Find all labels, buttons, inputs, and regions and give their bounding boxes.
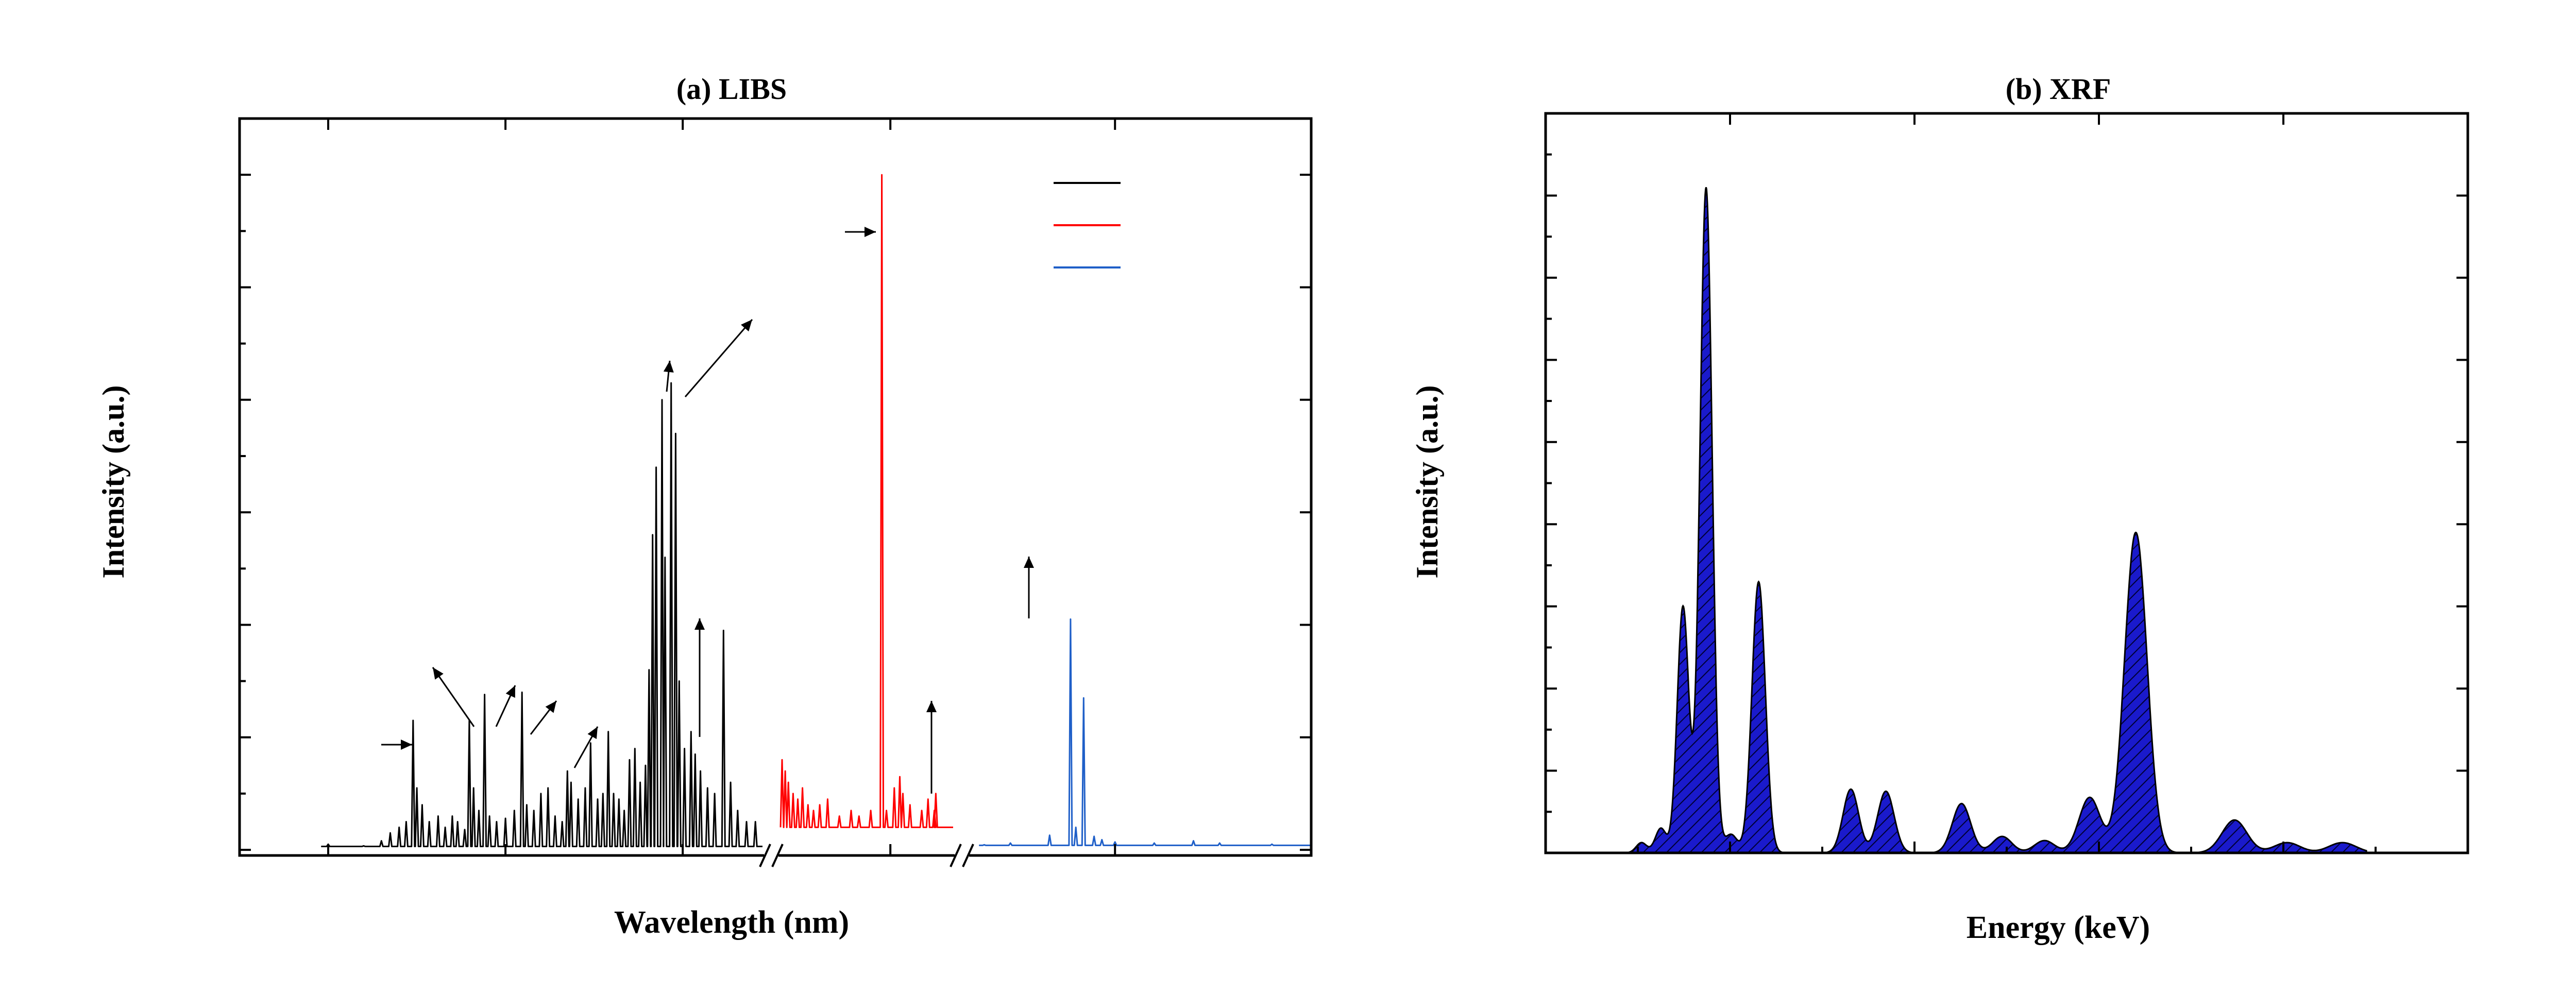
libs-annotations: [381, 227, 1034, 794]
libs-annotation-arrow: [432, 667, 475, 727]
libs-annotation-arrowhead: [741, 320, 752, 332]
libs-y-label: Intensity (a.u.): [96, 385, 130, 578]
libs-title: (a) LIBS: [676, 72, 787, 106]
xrf-x-label: Energy (keV): [1967, 910, 2150, 945]
libs-axis-break-gap: [955, 840, 969, 871]
libs-legend: [1054, 182, 1121, 268]
libs-annotation-arrowhead: [433, 667, 444, 680]
xrf-spectrum: [1628, 187, 2367, 854]
libs-annotation-arrowhead: [1024, 557, 1034, 568]
libs-annotation-arrowhead: [926, 701, 937, 712]
xrf-title: (b) XRF: [2006, 72, 2111, 106]
libs-annotation-arrowhead: [505, 685, 515, 698]
libs-axis-break-mark: [759, 844, 771, 867]
libs-axes: [238, 117, 1313, 871]
libs-annotation-arrowhead: [694, 618, 705, 630]
libs-annotation-arrowhead: [663, 361, 674, 373]
libs-annotation-arrowhead: [401, 740, 412, 750]
xrf-panel: (b) XRF Intensity (a.u.) Energy (keV): [1410, 72, 2469, 945]
xrf-spectrum-area: [1628, 187, 2367, 854]
xrf-axes: [1544, 112, 2469, 854]
libs-annotation-arrowhead: [865, 227, 876, 237]
libs-series-1: [321, 382, 762, 847]
libs-series-group: [321, 174, 1311, 847]
libs-axis-break-mark: [962, 844, 974, 867]
libs-axis-break-gap: [764, 840, 778, 871]
libs-annotation-arrowhead: [587, 727, 598, 740]
libs-series-3: [979, 618, 1311, 846]
xrf-y-label: Intensity (a.u.): [1410, 385, 1444, 578]
libs-axis-break-mark: [950, 844, 962, 867]
libs-x-label: Wavelength (nm): [614, 905, 849, 940]
libs-series-2: [779, 174, 953, 828]
libs-annotation-arrowhead: [545, 701, 556, 713]
libs-panel: (a) LIBS Intensity (a.u.) Wavelength (nm…: [96, 72, 1313, 940]
libs-annotation-arrow: [684, 319, 753, 397]
libs-axis-break-mark: [771, 844, 784, 867]
